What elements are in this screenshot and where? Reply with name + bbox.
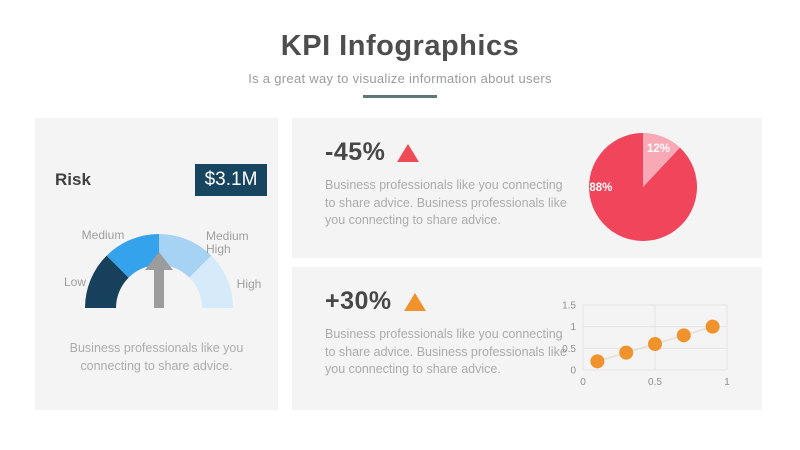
risk-description: Business professionals like you connecti… bbox=[69, 341, 244, 373]
svg-text:0.5: 0.5 bbox=[648, 377, 662, 388]
risk-panel: Risk $3.1M Medium Medium High Low High B… bbox=[35, 118, 278, 410]
scatter-plot: 0 0.5 1 1.5 0 0.5 1 bbox=[562, 301, 730, 389]
trend-up-triangle-icon bbox=[403, 292, 426, 311]
risk-panel-header: Risk $3.1M bbox=[55, 164, 267, 196]
kpi-panel-increase: +30% Business professionals like you con… bbox=[292, 267, 762, 410]
slide-header: KPI Infographics Is a great way to visua… bbox=[0, 30, 800, 98]
risk-value-badge: $3.1M bbox=[195, 164, 267, 196]
gauge-label-medium: Medium bbox=[81, 228, 125, 242]
kpi-increase-value: +30% bbox=[325, 287, 392, 315]
pie-slices: 12% 88% bbox=[588, 133, 697, 241]
svg-text:1: 1 bbox=[570, 322, 576, 333]
gauge-label-low: Low bbox=[63, 275, 86, 289]
title-underline bbox=[363, 95, 437, 98]
svg-text:0.5: 0.5 bbox=[562, 344, 576, 355]
kpi-increase-text: +30% Business professionals like you con… bbox=[325, 287, 570, 379]
gauge-needle-icon bbox=[145, 252, 173, 308]
svg-text:1: 1 bbox=[724, 377, 730, 388]
page-title: KPI Infographics bbox=[280, 30, 520, 62]
risk-gauge: Medium Medium High Low High bbox=[35, 208, 278, 322]
scatter-chart: 0 0.5 1 1.5 0 0.5 1 bbox=[562, 301, 730, 389]
gauge-arcs bbox=[85, 234, 233, 308]
kpi-decrease-description: Business professionals like you connecti… bbox=[325, 178, 567, 227]
page-subtitle: Is a great way to visualize information … bbox=[248, 71, 552, 86]
kpi-increase-description: Business professionals like you connecti… bbox=[325, 327, 567, 376]
kpi-decrease-text: -45% Business professionals like you con… bbox=[325, 138, 570, 230]
gauge-label-high: High bbox=[236, 277, 262, 291]
trend-up-triangle-icon bbox=[397, 143, 420, 162]
gauge-chart bbox=[85, 234, 233, 308]
risk-title: Risk bbox=[55, 170, 91, 189]
svg-text:12%: 12% bbox=[647, 143, 670, 155]
gauge-label-medium-high: Medium High bbox=[206, 229, 249, 256]
pie-chart: 12% 88% bbox=[588, 133, 697, 241]
svg-text:1.5: 1.5 bbox=[562, 301, 576, 312]
svg-text:88%: 88% bbox=[589, 182, 612, 194]
kpi-panel-decrease: -45% Business professionals like you con… bbox=[292, 118, 762, 258]
svg-text:0: 0 bbox=[580, 377, 586, 388]
svg-text:0: 0 bbox=[570, 366, 576, 377]
kpi-decrease-value: -45% bbox=[325, 138, 386, 166]
